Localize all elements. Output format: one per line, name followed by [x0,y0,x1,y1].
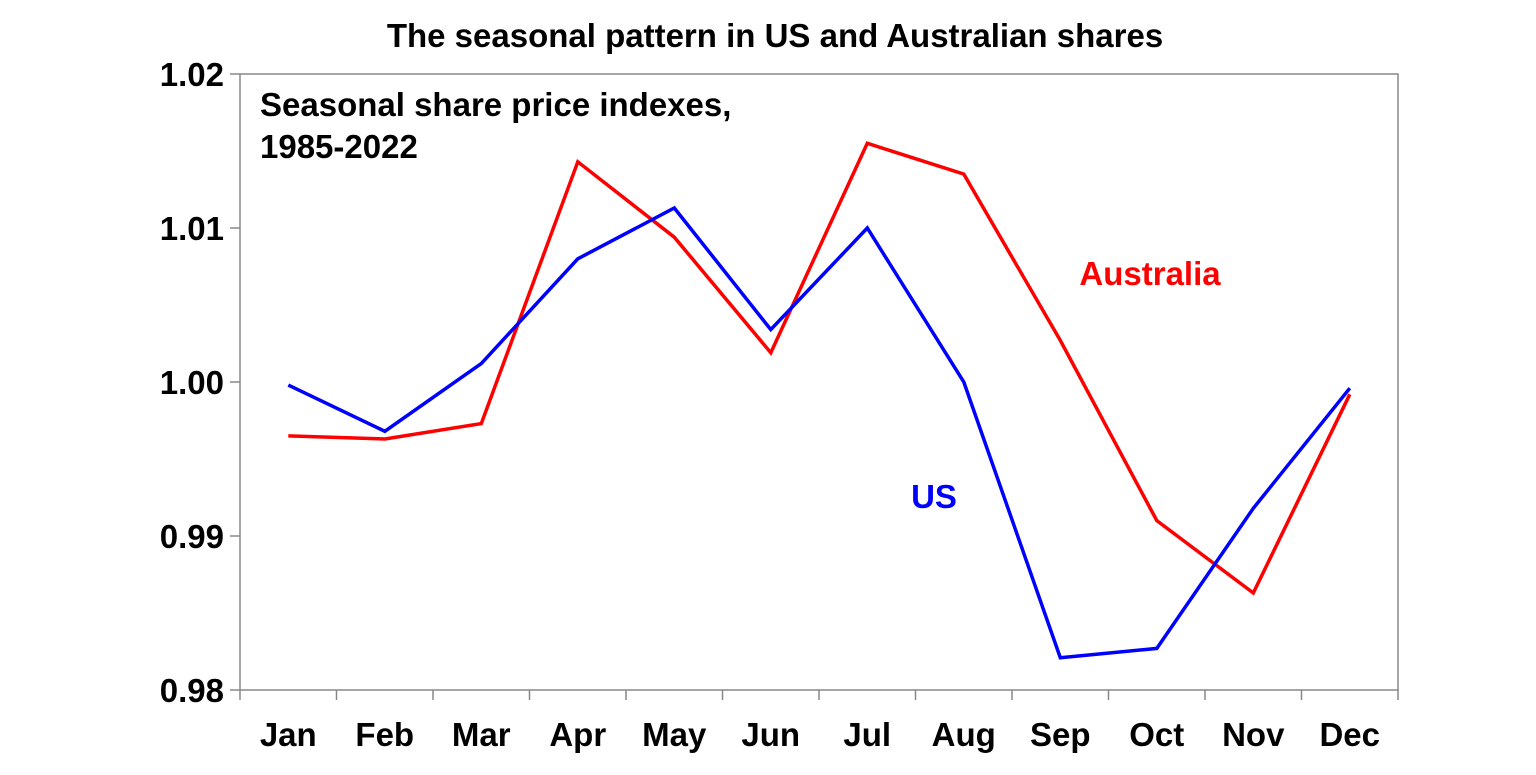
y-tick-label: 0.98 [160,672,224,709]
x-tick-label: Nov [1222,716,1285,753]
y-tick-label: 1.00 [160,364,224,401]
plot-area-frame [239,73,1399,691]
x-tick-label: Jun [741,716,800,753]
y-tick-label: 1.01 [160,210,224,247]
series-label-us: US [911,478,957,515]
chart-subtitle-line-1: Seasonal share price indexes, [260,86,731,123]
y-tick-label: 0.99 [160,518,224,555]
x-axis: Jan Feb Mar Apr May Jun Jul Aug Sep Oct Nov Dec [239,690,1399,753]
y-axis: 0.98 0.99 1.00 1.01 1.02 [160,56,240,709]
x-tick-label: Jan [260,716,317,753]
x-tick-label: Sep [1030,716,1091,753]
x-tick-label: Mar [452,716,511,753]
x-tick-label: Apr [549,716,606,753]
x-tick-label: Aug [932,716,996,753]
x-tick-label: Oct [1129,716,1184,753]
series-layer [287,141,1352,660]
x-tick-label: May [642,716,707,753]
x-tick-label: Feb [355,716,414,753]
series-label-australia: Australia [1079,255,1221,292]
series-line-us [287,205,1352,660]
chart-subtitle-line-2: 1985-2022 [260,128,418,165]
x-tick-label: Jul [843,716,891,753]
chart-title: The seasonal pattern in US and Australia… [387,17,1163,54]
y-tick-label: 1.02 [160,56,224,93]
x-tick-label: Dec [1319,716,1380,753]
series-line-australia [288,141,1352,596]
